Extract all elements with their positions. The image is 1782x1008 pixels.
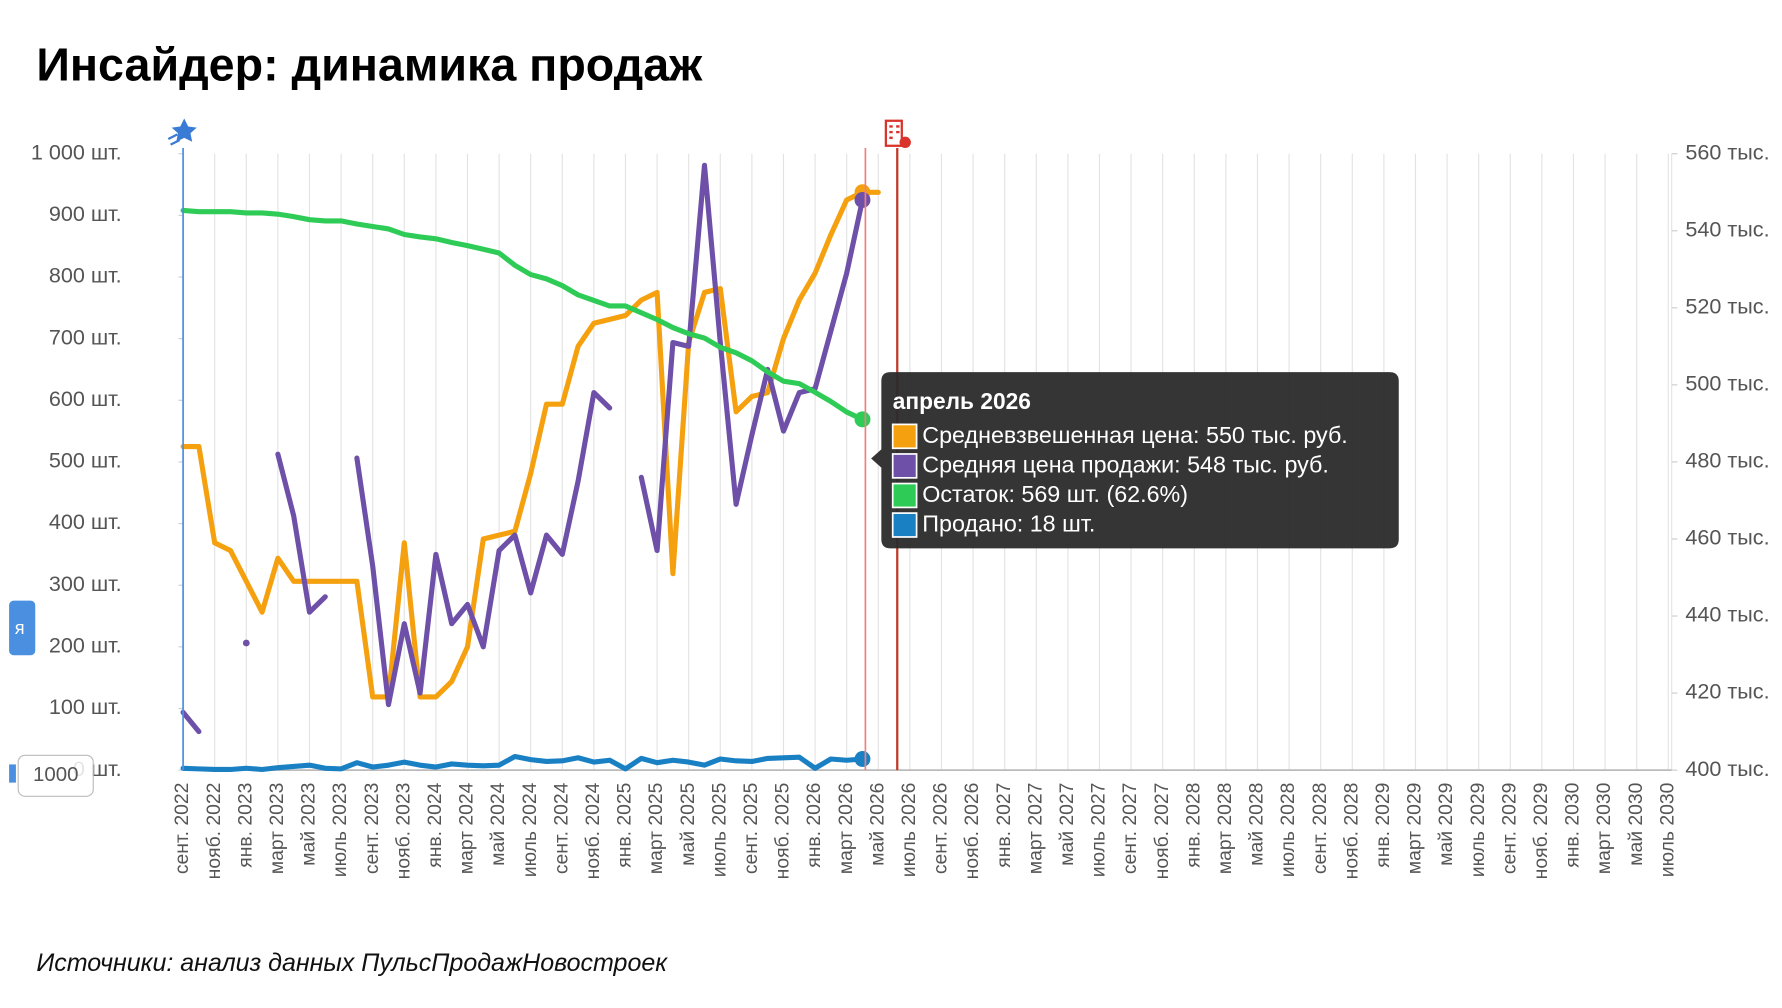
building-icon [884, 119, 911, 149]
y2-tick-label: 520 тыс. [1685, 294, 1769, 319]
x-tick-label: нояб. 2027 [1152, 783, 1173, 880]
x-tick-label: сент. 2024 [551, 782, 572, 874]
tooltip-swatch [891, 512, 918, 538]
y2-tick-label: 500 тыс. [1685, 371, 1769, 396]
x-tick-label: сент. 2027 [1120, 783, 1141, 875]
y2-tick-label: 420 тыс. [1685, 679, 1769, 704]
hover-point [854, 751, 871, 767]
series-line [638, 162, 866, 554]
x-tick-label: июль 2025 [709, 783, 730, 878]
y2-tick-label: 460 тыс. [1685, 525, 1769, 550]
x-tick-label: янв. 2029 [1373, 783, 1394, 868]
x-tick-label: сент. 2022 [172, 783, 193, 875]
button-label[interactable]: 1000 [33, 763, 79, 786]
x-tick-label: нояб. 2028 [1341, 783, 1362, 880]
series-line [275, 451, 328, 615]
series-line [180, 753, 866, 773]
tooltip-swatch [891, 482, 918, 509]
x-tick-label: сент. 2028 [1310, 783, 1331, 875]
x-tick-label: июль 2023 [330, 783, 351, 878]
side-tab-label[interactable]: я [15, 618, 25, 638]
star-icon [171, 118, 197, 142]
y2-tick-label: 400 тыс. [1685, 756, 1769, 781]
y-tick-label: 900 шт. [49, 201, 122, 226]
x-tick-label: март 2024 [457, 782, 478, 874]
y-tick-label: 500 шт. [49, 448, 122, 473]
x-tick-label: нояб. 2022 [204, 783, 225, 880]
x-tick-label: янв. 2025 [615, 783, 636, 868]
y-tick-label: 800 шт. [49, 263, 122, 288]
y2-tick-label: 540 тыс. [1685, 216, 1769, 241]
x-tick-label: янв. 2026 [804, 783, 825, 868]
x-tick-label: май 2026 [867, 783, 888, 866]
tooltip-item: Средняя цена продажи: 548 тыс. руб. [922, 452, 1329, 478]
line-point [242, 639, 250, 647]
x-tick-label: май 2028 [1247, 783, 1268, 866]
tooltip-swatch [891, 453, 918, 479]
x-tick-label: июль 2027 [1089, 783, 1110, 878]
y-tick-label: 200 шт. [49, 633, 122, 658]
y2-tick-label: 440 тыс. [1685, 602, 1769, 627]
tooltip-title: апрель 2026 [893, 388, 1031, 414]
series-line [180, 207, 866, 422]
x-tick-label: июль 2029 [1468, 783, 1489, 878]
x-tick-label: нояб. 2029 [1531, 783, 1552, 880]
x-tick-label: сент. 2026 [931, 783, 952, 875]
tooltip: апрель 2026 Средневзвешенная цена: 550 т… [871, 372, 1399, 549]
x-tick-label: май 2027 [1057, 783, 1078, 866]
hover-point [854, 192, 871, 208]
x-tick-label: янв. 2024 [425, 782, 446, 867]
x-tick-label: нояб. 2024 [583, 782, 604, 879]
x-tick-label: сент. 2025 [741, 783, 762, 875]
x-tick-label: нояб. 2023 [393, 783, 414, 880]
x-tick-label: май 2024 [488, 782, 509, 865]
tooltip-item: Остаток: 569 шт. (62.6%) [922, 481, 1188, 507]
x-tick-label: июль 2028 [1278, 783, 1299, 878]
tooltip-item: Средневзвешенная цена: 550 тыс. руб. [922, 422, 1348, 448]
y-tick-label: 300 шт. [49, 571, 122, 596]
y-tick-label: 1 000 шт. [31, 139, 122, 164]
tooltip-item: Продано: 18 шт. [922, 511, 1095, 537]
series-line [180, 709, 202, 735]
x-tick-label: янв. 2028 [1183, 783, 1204, 868]
button[interactable] [17, 754, 94, 797]
x-tick-label: сент. 2029 [1499, 783, 1520, 875]
x-tick-label: май 2023 [299, 783, 320, 866]
x-tick-label: июль 2030 [1657, 783, 1678, 878]
x-tick-label: янв. 2027 [994, 783, 1015, 868]
x-tick-label: нояб. 2026 [962, 783, 983, 880]
x-tick-label: май 2029 [1436, 783, 1457, 866]
y-tick-label: 700 шт. [49, 324, 122, 349]
button-edge [9, 764, 16, 783]
side-tab[interactable] [9, 600, 36, 656]
x-tick-label: март 2023 [267, 783, 288, 875]
x-tick-label: июль 2026 [899, 783, 920, 878]
x-tick-label: сент. 2023 [362, 783, 383, 875]
x-tick-label: янв. 2023 [235, 783, 256, 868]
chart-title: Инсайдер: динамика продаж [36, 39, 703, 91]
series-line [354, 390, 613, 708]
star-trail [167, 133, 181, 146]
x-tick-label: нояб. 2025 [773, 783, 794, 880]
plot: сент. 2022 нояб. 2022 янв. 2023 март 2023 ма… [31, 139, 1770, 879]
y-tick-label: 400 шт. [49, 509, 122, 534]
x-tick-label: июль 2024 [520, 782, 541, 877]
y2-tick-label: 560 тыс. [1685, 139, 1769, 164]
x-tick-label: янв. 2030 [1563, 783, 1584, 868]
x-tick-label: март 2030 [1594, 783, 1615, 875]
y-tick-label: 100 шт. [49, 694, 122, 719]
source: Источники: анализ данных ПульсПродажНово… [36, 949, 668, 977]
x-tick-label: март 2029 [1405, 783, 1426, 875]
tooltip-swatch [891, 423, 918, 450]
hover-point [854, 411, 871, 428]
x-tick-label: май 2025 [678, 783, 699, 866]
x-tick-label: март 2026 [836, 783, 857, 875]
y-tick-label: 600 шт. [49, 386, 122, 411]
x-tick-label: март 2025 [646, 783, 667, 875]
x-tick-label: март 2027 [1025, 783, 1046, 875]
y2-tick-label: 480 тыс. [1685, 448, 1769, 473]
x-tick-label: май 2030 [1626, 783, 1647, 866]
x-tick-label: март 2028 [1215, 783, 1236, 875]
